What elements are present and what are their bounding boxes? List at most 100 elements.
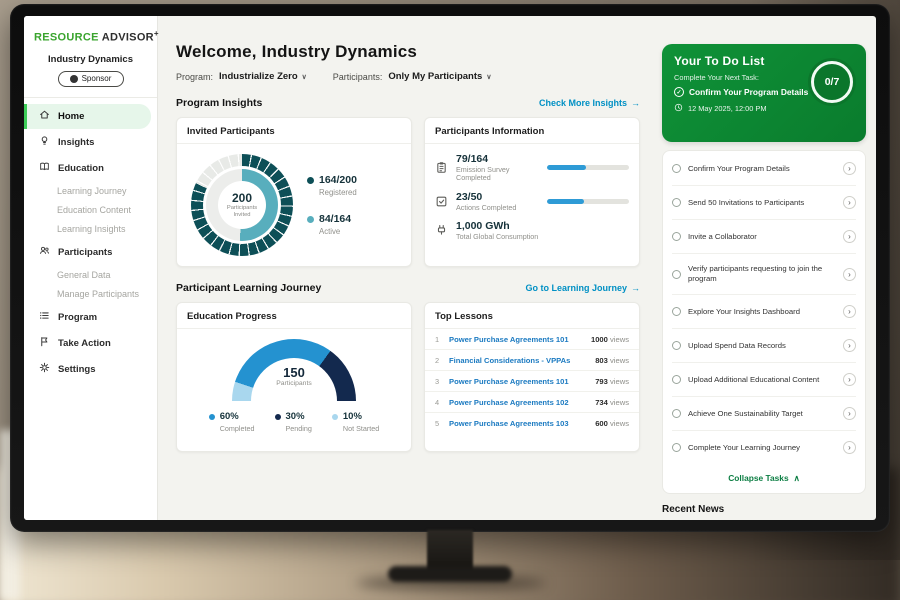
sidebar-item-insights[interactable]: Insights — [24, 130, 151, 155]
invited-participants-card: Invited Participants 200 Participants In… — [176, 117, 412, 267]
lesson-link[interactable]: Power Purchase Agreements 101 — [449, 376, 569, 386]
list-icon — [39, 310, 50, 324]
task-list-card: Confirm Your Program Details › Send 50 I… — [662, 150, 866, 494]
sidebar-item-label: Take Action — [58, 337, 111, 349]
lesson-link[interactable]: Power Purchase Agreements 101 — [449, 334, 569, 344]
monitor-stand-base — [388, 566, 512, 582]
gear-icon — [39, 362, 50, 376]
chevron-right-icon[interactable]: › — [843, 407, 856, 420]
chevron-right-icon[interactable]: › — [843, 162, 856, 175]
task-checkbox[interactable] — [672, 269, 681, 279]
card-title: Invited Participants — [177, 118, 411, 144]
program-select[interactable]: Industrialize Zero ∨ — [219, 71, 307, 82]
people-icon — [39, 245, 50, 259]
section-title: Program Insights — [176, 97, 263, 109]
recent-news-title: Recent News — [662, 504, 725, 515]
chevron-up-icon: ∧ — [793, 473, 800, 483]
progress-bar — [546, 164, 629, 170]
chevron-right-icon[interactable]: › — [843, 267, 856, 281]
donut-legend: 164/200 Registered 84/164 Active — [307, 174, 357, 236]
learning-journey-header: Participant Learning Journey Go to Learn… — [176, 282, 640, 294]
sidebar-item-participants[interactable]: Participants — [24, 240, 151, 265]
task-checkbox[interactable] — [672, 307, 681, 316]
stat-row: 1,000 GWh Total Global Consumption — [425, 212, 639, 242]
sidebar-item-take-action[interactable]: Take Action — [24, 331, 151, 356]
legend-dot — [208, 413, 215, 420]
sidebar-item-manage-participants[interactable]: Manage Participants — [57, 289, 140, 300]
sidebar-item-program[interactable]: Program — [24, 305, 151, 330]
chevron-right-icon[interactable]: › — [843, 305, 856, 318]
todo-title: Your To Do List — [674, 54, 765, 68]
card-title: Top Lessons — [425, 303, 639, 329]
legend-dot — [274, 413, 281, 420]
lesson-row: 1 Power Purchase Agreements 101 1000 vie… — [425, 329, 639, 350]
top-lessons-card: Top Lessons 1 Power Purchase Agreements … — [424, 302, 640, 452]
sidebar-item-general-data[interactable]: General Data — [57, 270, 111, 281]
chevron-right-icon[interactable]: › — [843, 230, 856, 243]
sidebar-item-education[interactable]: Education — [24, 156, 151, 181]
task-item[interactable]: Confirm Your Program Details › — [672, 152, 856, 186]
sidebar-item-settings[interactable]: Settings — [24, 357, 151, 382]
org-name: Industry Dynamics — [48, 53, 133, 65]
lesson-link[interactable]: Power Purchase Agreements 103 — [449, 418, 569, 428]
check-square-icon — [435, 195, 448, 208]
home-icon — [39, 109, 50, 123]
chevron-right-icon[interactable]: › — [843, 373, 856, 386]
legend-dot — [307, 176, 314, 184]
task-item[interactable]: Send 50 Invitations to Participants › — [672, 186, 856, 220]
chevron-right-icon[interactable]: › — [843, 339, 856, 352]
flag-icon — [39, 336, 50, 350]
chevron-right-icon[interactable]: › — [843, 196, 856, 209]
monitor-stand-neck — [427, 530, 473, 572]
sidebar: RESOURCE ADVISOR+ Industry Dynamics Spon… — [24, 16, 159, 520]
go-to-learning-journey-link[interactable]: Go to Learning Journey → — [525, 283, 640, 293]
sidebar-item-education-content[interactable]: Education Content — [57, 205, 132, 216]
lesson-row: 2 Financial Considerations - VPPAs 803 v… — [425, 350, 639, 371]
participants-select[interactable]: Only My Participants ∨ — [388, 71, 492, 82]
recent-news-section: Recent News — [662, 504, 866, 520]
task-item[interactable]: Upload Spend Data Records › — [672, 329, 856, 363]
task-checkbox[interactable] — [672, 232, 681, 241]
task-checkbox[interactable] — [672, 164, 681, 173]
legend-item: 10% Not Started — [331, 411, 379, 433]
sidebar-item-label: Insights — [58, 136, 95, 148]
lesson-row: 3 Power Purchase Agreements 101 793 view… — [425, 371, 639, 392]
sponsor-badge[interactable]: Sponsor — [57, 70, 124, 87]
task-checkbox[interactable] — [672, 198, 681, 207]
clipboard-icon — [435, 161, 448, 174]
chevron-right-icon[interactable]: › — [843, 441, 856, 454]
task-checkbox[interactable] — [672, 443, 681, 452]
lesson-row: 5 Power Purchase Agreements 103 600 view… — [435, 418, 629, 428]
task-item[interactable]: Explore Your Insights Dashboard › — [672, 295, 856, 329]
sidebar-item-home[interactable]: Home — [24, 103, 151, 129]
sidebar-item-learning-journey[interactable]: Learning Journey — [57, 186, 127, 197]
card-title: Participants Information — [425, 118, 639, 144]
task-item[interactable]: Achieve One Sustainability Target › — [672, 397, 856, 431]
check-more-insights-link[interactable]: Check More Insights → — [538, 98, 640, 108]
todo-next-task[interactable]: ✓ Confirm Your Program Details — [674, 87, 854, 97]
main-content: Welcome, Industry Dynamics Program: Indu… — [158, 16, 652, 520]
clock-icon — [674, 103, 683, 114]
program-insights-header: Program Insights Check More Insights → — [176, 97, 640, 109]
legend-item: 60% Completed — [208, 411, 255, 433]
app-logo: RESOURCE ADVISOR+ — [24, 16, 159, 44]
task-checkbox[interactable] — [672, 409, 681, 418]
logo-text-secondary: ADVISOR — [101, 31, 154, 44]
lesson-link[interactable]: Financial Considerations - VPPAs — [449, 355, 571, 365]
todo-subtitle: Complete Your Next Task: — [674, 73, 759, 82]
chevron-down-icon: ∨ — [486, 73, 492, 81]
task-checkbox[interactable] — [672, 341, 681, 350]
task-item[interactable]: Invite a Collaborator › — [672, 220, 856, 254]
task-checkbox[interactable] — [672, 375, 681, 384]
donut-center-value: 200 — [231, 191, 253, 206]
section-title: Participant Learning Journey — [176, 282, 322, 294]
task-item[interactable]: Complete Your Learning Journey › — [672, 431, 856, 464]
todo-summary-card: Your To Do List Complete Your Next Task:… — [662, 44, 866, 142]
book-icon — [39, 161, 50, 175]
task-item[interactable]: Verify participants requesting to join t… — [672, 254, 856, 295]
invited-donut-chart: 200 Participants Invited — [191, 154, 293, 256]
task-item[interactable]: Upload Additional Educational Content › — [672, 363, 856, 397]
sidebar-item-learning-insights[interactable]: Learning Insights — [57, 224, 126, 235]
lesson-link[interactable]: Power Purchase Agreements 102 — [449, 397, 569, 407]
collapse-tasks-button[interactable]: Collapse Tasks ∧ — [728, 473, 800, 483]
